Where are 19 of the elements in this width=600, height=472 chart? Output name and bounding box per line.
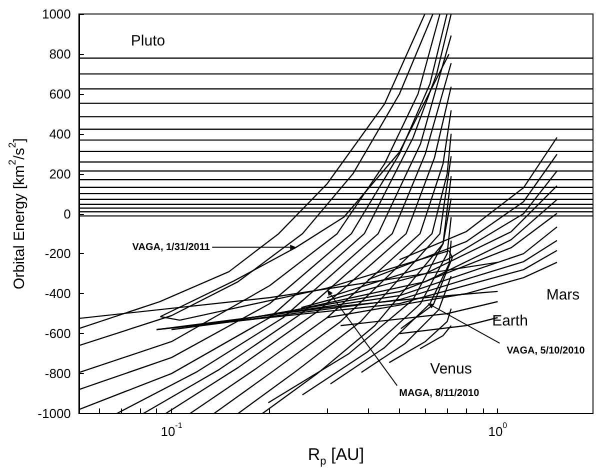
y-tick-label: -200 (44, 246, 71, 262)
y-tick-label: -1000 (38, 406, 71, 421)
annotation: Mars (546, 286, 580, 304)
y-tick-label: -600 (44, 326, 71, 342)
y-tick-label: 1000 (42, 6, 71, 22)
y-tick-label: -400 (44, 286, 71, 302)
y-tick-label: 400 (49, 126, 71, 142)
y-tick-label: 600 (49, 86, 71, 102)
annotation: Earth (492, 312, 528, 330)
annotation: Pluto (130, 32, 166, 50)
annotation: VAGA, 5/10/2010 (506, 346, 586, 357)
annotation: VAGA, 1/31/2011 (132, 242, 210, 253)
y-tick-label: 0 (64, 206, 71, 222)
y-tick-label: 200 (49, 166, 71, 182)
annotation: MAGA, 8/11/2010 (399, 388, 480, 400)
y-tick-label: 800 (49, 46, 71, 62)
annotation: Venus (430, 360, 472, 378)
y-tick-label: -800 (44, 366, 71, 382)
y-axis-title: Orbital Energy [km2/s2] (8, 138, 28, 290)
